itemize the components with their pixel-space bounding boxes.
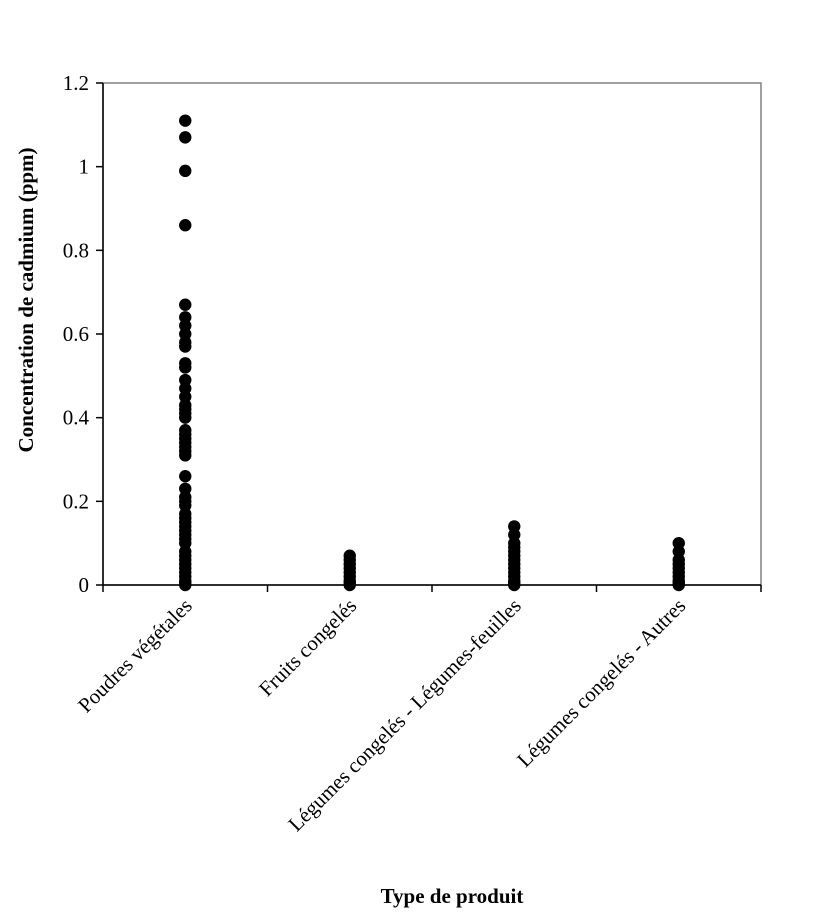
data-point [179, 411, 192, 424]
data-point [179, 340, 192, 353]
x-category-label: Légumes congelés - Autres [512, 594, 690, 772]
y-tick-label: 0 [79, 573, 90, 597]
y-tick-label: 1.2 [63, 71, 89, 95]
data-point [179, 114, 192, 127]
y-tick-label: 1 [79, 155, 90, 179]
data-point [179, 131, 192, 144]
data-point [179, 361, 192, 374]
data-point [179, 164, 192, 178]
data-point [508, 578, 521, 592]
data-points [179, 114, 685, 592]
y-tick-label: 0.8 [63, 238, 89, 262]
plot-area [102, 82, 762, 586]
data-point [179, 470, 192, 483]
y-tick-label: 0.6 [63, 322, 89, 346]
x-axis-ticks: Poudres végétales Fruits congelés Légumes … [73, 585, 762, 836]
data-point [672, 578, 685, 592]
y-axis-ticks: 0 0.2 0.4 0.6 0.8 1 1.2 [63, 71, 103, 597]
data-point [179, 219, 192, 232]
y-tick-label: 0.2 [63, 489, 89, 513]
data-point [343, 578, 356, 592]
x-category-label: Fruits congelés [254, 594, 361, 701]
x-axis-title: Type de produit [381, 884, 524, 908]
y-axis-title: Concentration de cadmium (ppm) [14, 147, 38, 452]
data-point [179, 449, 192, 462]
data-point [179, 298, 192, 311]
x-category-label: Poudres végétales [73, 594, 197, 718]
data-point [179, 578, 192, 592]
y-tick-label: 0.4 [63, 406, 90, 430]
